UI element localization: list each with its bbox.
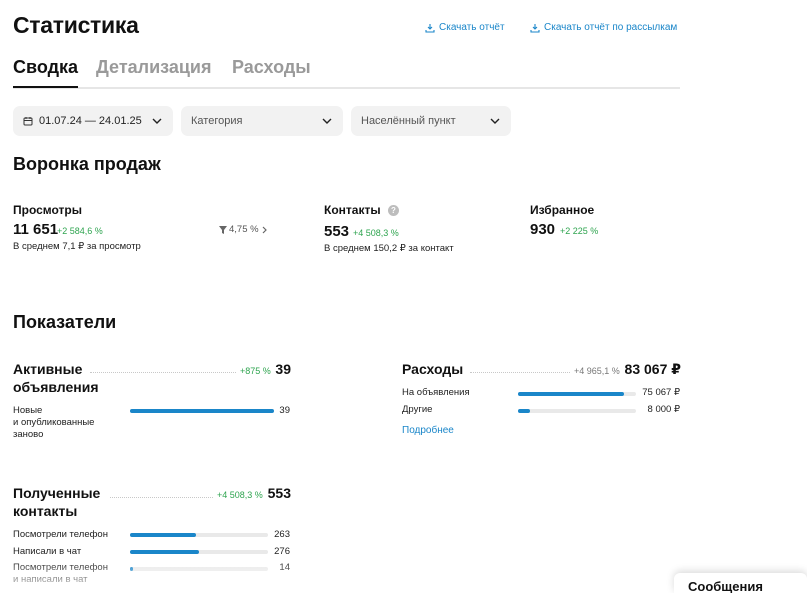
contacts-label: Контакты bbox=[324, 203, 381, 217]
favorites-delta: +2 225 % bbox=[560, 226, 599, 236]
viewed-phone-bar-fill bbox=[130, 533, 196, 537]
new-ads-label-line2: и опубликованные bbox=[13, 417, 95, 428]
other-expense-bar-fill bbox=[518, 409, 530, 413]
ads-expense-value: 75 067 ₽ bbox=[642, 387, 680, 398]
active-ads-label-line1: Активные bbox=[13, 361, 83, 377]
other-expense-value: 8 000 ₽ bbox=[647, 404, 680, 415]
date-range-select[interactable]: 01.07.24 — 24.01.25 bbox=[13, 106, 173, 136]
ads-expense-label: На объявления bbox=[402, 387, 470, 398]
tab-details[interactable]: Детализация bbox=[96, 57, 212, 77]
download-mailing-report-link[interactable]: Скачать отчёт по рассылкам bbox=[530, 22, 677, 33]
chevron-down-icon bbox=[490, 118, 500, 124]
tab-bar: Сводка Детализация Расходы bbox=[13, 57, 680, 89]
conversion-value: 4,75 % bbox=[229, 224, 259, 235]
chevron-right-icon bbox=[262, 226, 267, 233]
phone-and-chat-label-line2: и написали в чат bbox=[13, 574, 88, 585]
new-ads-value: 39 bbox=[279, 405, 290, 416]
funnel-icon bbox=[219, 225, 227, 234]
download-report-label: Скачать отчёт bbox=[439, 22, 505, 33]
favorites-value: 930 bbox=[530, 221, 556, 238]
page-title: Статистика bbox=[13, 12, 139, 38]
info-icon[interactable]: ? bbox=[388, 205, 399, 216]
views-delta: +2 584,6 % bbox=[57, 226, 103, 236]
active-ads-label-line2: объявления bbox=[13, 379, 99, 395]
contacts-delta: +4 508,3 % bbox=[353, 228, 399, 238]
tab-expenses[interactable]: Расходы bbox=[232, 57, 311, 77]
phone-and-chat-value: 14 bbox=[279, 562, 290, 573]
contacts-value: 553 bbox=[324, 223, 350, 240]
expenses-value: 83 067 ₽ bbox=[624, 361, 681, 377]
wrote-chat-bar bbox=[130, 550, 268, 554]
new-ads-label-line3: заново bbox=[13, 429, 44, 440]
contacts-received-delta: +4 508,3 % bbox=[217, 490, 263, 500]
download-report-link[interactable]: Скачать отчёт bbox=[425, 22, 505, 33]
date-range-value: 01.07.24 — 24.01.25 bbox=[39, 115, 142, 127]
phone-and-chat-bar-fill bbox=[130, 567, 134, 571]
views-sub: В среднем 7,1 ₽ за просмотр bbox=[13, 241, 141, 252]
phone-and-chat-label-line1: Посмотрели телефон bbox=[13, 562, 108, 573]
phone-and-chat-bar bbox=[130, 567, 268, 571]
views-label: Просмотры bbox=[13, 203, 83, 217]
expenses-delta: +4 965,1 % bbox=[574, 366, 620, 376]
active-ads-value: 39 bbox=[275, 361, 291, 377]
favorites-label: Избранное bbox=[530, 203, 595, 217]
contacts-received-label: Полученные контакты bbox=[13, 484, 100, 520]
new-ads-label-line1: Новые bbox=[13, 405, 43, 416]
funnel-title: Воронка продаж bbox=[13, 154, 161, 174]
download-mailing-report-label: Скачать отчёт по рассылкам bbox=[544, 22, 678, 33]
dotted-leader bbox=[470, 372, 570, 373]
chevron-down-icon bbox=[152, 118, 162, 124]
category-select[interactable]: Категория bbox=[181, 106, 343, 136]
ads-expense-bar bbox=[518, 392, 636, 396]
chevron-down-icon bbox=[322, 118, 332, 124]
viewed-phone-bar bbox=[130, 533, 268, 537]
more-details-link[interactable]: Подробнее bbox=[402, 425, 454, 436]
other-expense-bar bbox=[518, 409, 636, 413]
new-ads-label: Новые и опубликованные заново bbox=[13, 405, 94, 441]
conversion-rate[interactable]: 4,75 % bbox=[219, 224, 269, 235]
contacts-sub: В среднем 150,2 ₽ за контакт bbox=[324, 243, 454, 254]
contacts-received-label-line2: контакты bbox=[13, 503, 78, 519]
expenses-label: Расходы bbox=[402, 361, 464, 377]
other-expense-label: Другие bbox=[402, 404, 433, 415]
category-placeholder: Категория bbox=[191, 115, 243, 127]
dotted-leader bbox=[90, 372, 236, 373]
city-select[interactable]: Населённый пункт bbox=[351, 106, 511, 136]
ads-expense-bar-fill bbox=[518, 392, 625, 396]
views-value: 11 651 bbox=[13, 221, 59, 238]
contacts-received-label-line1: Полученные bbox=[13, 485, 101, 501]
wrote-chat-bar-fill bbox=[130, 550, 199, 554]
new-ads-bar bbox=[130, 409, 274, 413]
phone-and-chat-label: Посмотрели телефон и написали в чат bbox=[13, 562, 108, 586]
viewed-phone-label: Посмотрели телефон bbox=[13, 529, 108, 540]
new-ads-bar-fill bbox=[130, 409, 274, 413]
viewed-phone-value: 263 bbox=[274, 529, 290, 540]
wrote-chat-value: 276 bbox=[274, 546, 290, 557]
download-icon bbox=[530, 23, 540, 33]
calendar-icon bbox=[23, 117, 33, 126]
download-icon bbox=[425, 23, 435, 33]
wrote-chat-label: Написали в чат bbox=[13, 546, 82, 557]
dotted-leader bbox=[110, 497, 213, 498]
contacts-received-value: 553 bbox=[267, 485, 291, 501]
tab-summary[interactable]: Сводка bbox=[13, 57, 79, 88]
messages-widget[interactable]: Сообщения bbox=[674, 573, 807, 593]
active-ads-delta: +875 % bbox=[240, 366, 271, 376]
city-placeholder: Населённый пункт bbox=[361, 115, 456, 127]
active-ads-label: Активные объявления bbox=[13, 360, 99, 396]
indicators-title: Показатели bbox=[13, 312, 117, 332]
